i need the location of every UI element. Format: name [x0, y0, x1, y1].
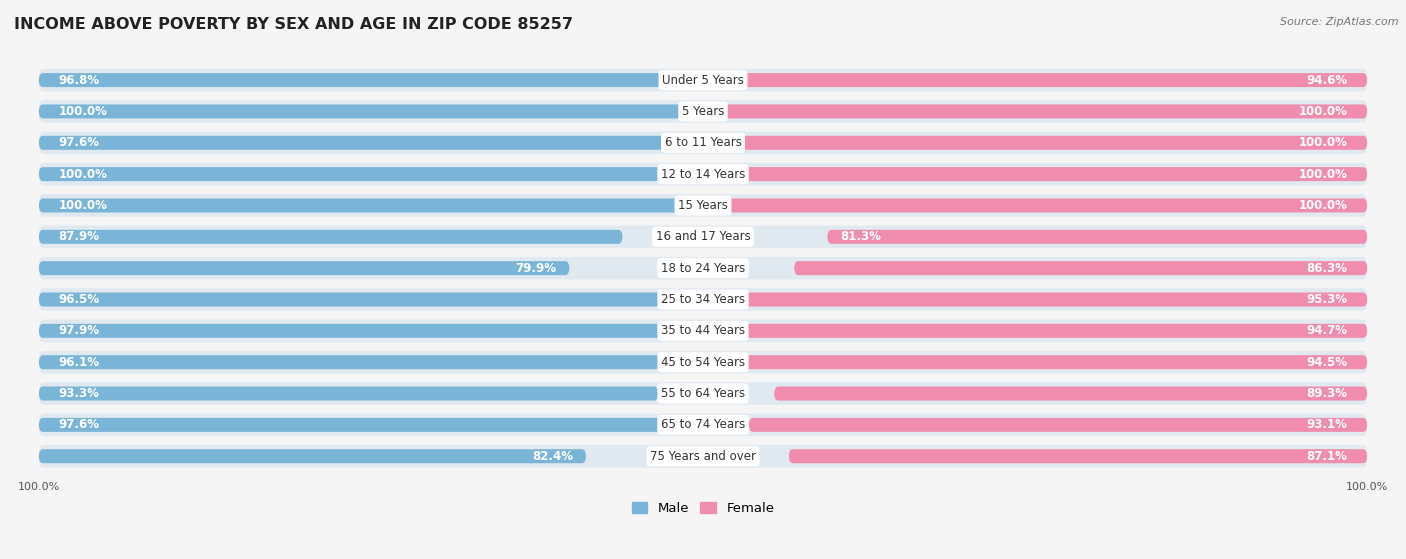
- FancyBboxPatch shape: [39, 449, 586, 463]
- FancyBboxPatch shape: [39, 320, 1367, 342]
- Text: 12 to 14 Years: 12 to 14 Years: [661, 168, 745, 181]
- FancyBboxPatch shape: [740, 73, 1367, 87]
- Text: 97.9%: 97.9%: [59, 324, 100, 337]
- Text: 95.3%: 95.3%: [1306, 293, 1347, 306]
- Text: 87.1%: 87.1%: [1306, 449, 1347, 463]
- FancyBboxPatch shape: [789, 449, 1367, 463]
- Text: 96.5%: 96.5%: [59, 293, 100, 306]
- Text: 100.0%: 100.0%: [1299, 199, 1347, 212]
- FancyBboxPatch shape: [39, 230, 623, 244]
- Text: 15 Years: 15 Years: [678, 199, 728, 212]
- Text: 94.7%: 94.7%: [1306, 324, 1347, 337]
- FancyBboxPatch shape: [703, 167, 1367, 181]
- Text: 93.1%: 93.1%: [1306, 418, 1347, 432]
- FancyBboxPatch shape: [39, 355, 678, 369]
- Text: 6 to 11 Years: 6 to 11 Years: [665, 136, 741, 149]
- Text: 82.4%: 82.4%: [531, 449, 572, 463]
- Legend: Male, Female: Male, Female: [626, 496, 780, 520]
- Text: 100.0%: 100.0%: [1299, 168, 1347, 181]
- Text: 18 to 24 Years: 18 to 24 Years: [661, 262, 745, 274]
- Text: 45 to 54 Years: 45 to 54 Years: [661, 356, 745, 369]
- FancyBboxPatch shape: [39, 167, 703, 181]
- Text: 5 Years: 5 Years: [682, 105, 724, 118]
- FancyBboxPatch shape: [827, 230, 1367, 244]
- FancyBboxPatch shape: [39, 414, 1367, 436]
- FancyBboxPatch shape: [794, 261, 1367, 275]
- Text: 97.6%: 97.6%: [59, 418, 100, 432]
- FancyBboxPatch shape: [39, 100, 1367, 123]
- FancyBboxPatch shape: [703, 105, 1367, 119]
- Text: Source: ZipAtlas.com: Source: ZipAtlas.com: [1281, 17, 1399, 27]
- Text: Under 5 Years: Under 5 Years: [662, 74, 744, 87]
- Text: 93.3%: 93.3%: [59, 387, 100, 400]
- FancyBboxPatch shape: [39, 194, 1367, 217]
- FancyBboxPatch shape: [39, 386, 658, 400]
- FancyBboxPatch shape: [39, 351, 1367, 373]
- FancyBboxPatch shape: [703, 198, 1367, 212]
- Text: INCOME ABOVE POVERTY BY SEX AND AGE IN ZIP CODE 85257: INCOME ABOVE POVERTY BY SEX AND AGE IN Z…: [14, 17, 574, 32]
- FancyBboxPatch shape: [39, 163, 1367, 186]
- FancyBboxPatch shape: [39, 288, 1367, 311]
- Text: 55 to 64 Years: 55 to 64 Years: [661, 387, 745, 400]
- Text: 100.0%: 100.0%: [59, 199, 107, 212]
- Text: 97.6%: 97.6%: [59, 136, 100, 149]
- FancyBboxPatch shape: [39, 418, 688, 432]
- FancyBboxPatch shape: [740, 355, 1367, 369]
- Text: 35 to 44 Years: 35 to 44 Years: [661, 324, 745, 337]
- FancyBboxPatch shape: [39, 292, 679, 306]
- Text: 96.8%: 96.8%: [59, 74, 100, 87]
- FancyBboxPatch shape: [775, 386, 1367, 400]
- FancyBboxPatch shape: [749, 418, 1367, 432]
- Text: 87.9%: 87.9%: [59, 230, 100, 243]
- FancyBboxPatch shape: [39, 324, 689, 338]
- FancyBboxPatch shape: [734, 292, 1367, 306]
- Text: 100.0%: 100.0%: [1299, 105, 1347, 118]
- Text: 100.0%: 100.0%: [59, 105, 107, 118]
- Text: 65 to 74 Years: 65 to 74 Years: [661, 418, 745, 432]
- Text: 81.3%: 81.3%: [841, 230, 882, 243]
- Text: 25 to 34 Years: 25 to 34 Years: [661, 293, 745, 306]
- FancyBboxPatch shape: [39, 131, 1367, 154]
- FancyBboxPatch shape: [39, 136, 688, 150]
- Text: 96.1%: 96.1%: [59, 356, 100, 369]
- FancyBboxPatch shape: [39, 105, 703, 119]
- FancyBboxPatch shape: [39, 225, 1367, 248]
- FancyBboxPatch shape: [39, 198, 703, 212]
- FancyBboxPatch shape: [703, 136, 1367, 150]
- Text: 100.0%: 100.0%: [1299, 136, 1347, 149]
- FancyBboxPatch shape: [39, 69, 1367, 91]
- Text: 75 Years and over: 75 Years and over: [650, 449, 756, 463]
- Text: 16 and 17 Years: 16 and 17 Years: [655, 230, 751, 243]
- Text: 89.3%: 89.3%: [1306, 387, 1347, 400]
- FancyBboxPatch shape: [39, 257, 1367, 280]
- FancyBboxPatch shape: [39, 382, 1367, 405]
- FancyBboxPatch shape: [39, 445, 1367, 467]
- Text: 94.6%: 94.6%: [1306, 74, 1347, 87]
- FancyBboxPatch shape: [39, 73, 682, 87]
- Text: 79.9%: 79.9%: [515, 262, 557, 274]
- Text: 94.5%: 94.5%: [1306, 356, 1347, 369]
- Text: 100.0%: 100.0%: [59, 168, 107, 181]
- FancyBboxPatch shape: [738, 324, 1367, 338]
- Text: 86.3%: 86.3%: [1306, 262, 1347, 274]
- FancyBboxPatch shape: [39, 261, 569, 275]
